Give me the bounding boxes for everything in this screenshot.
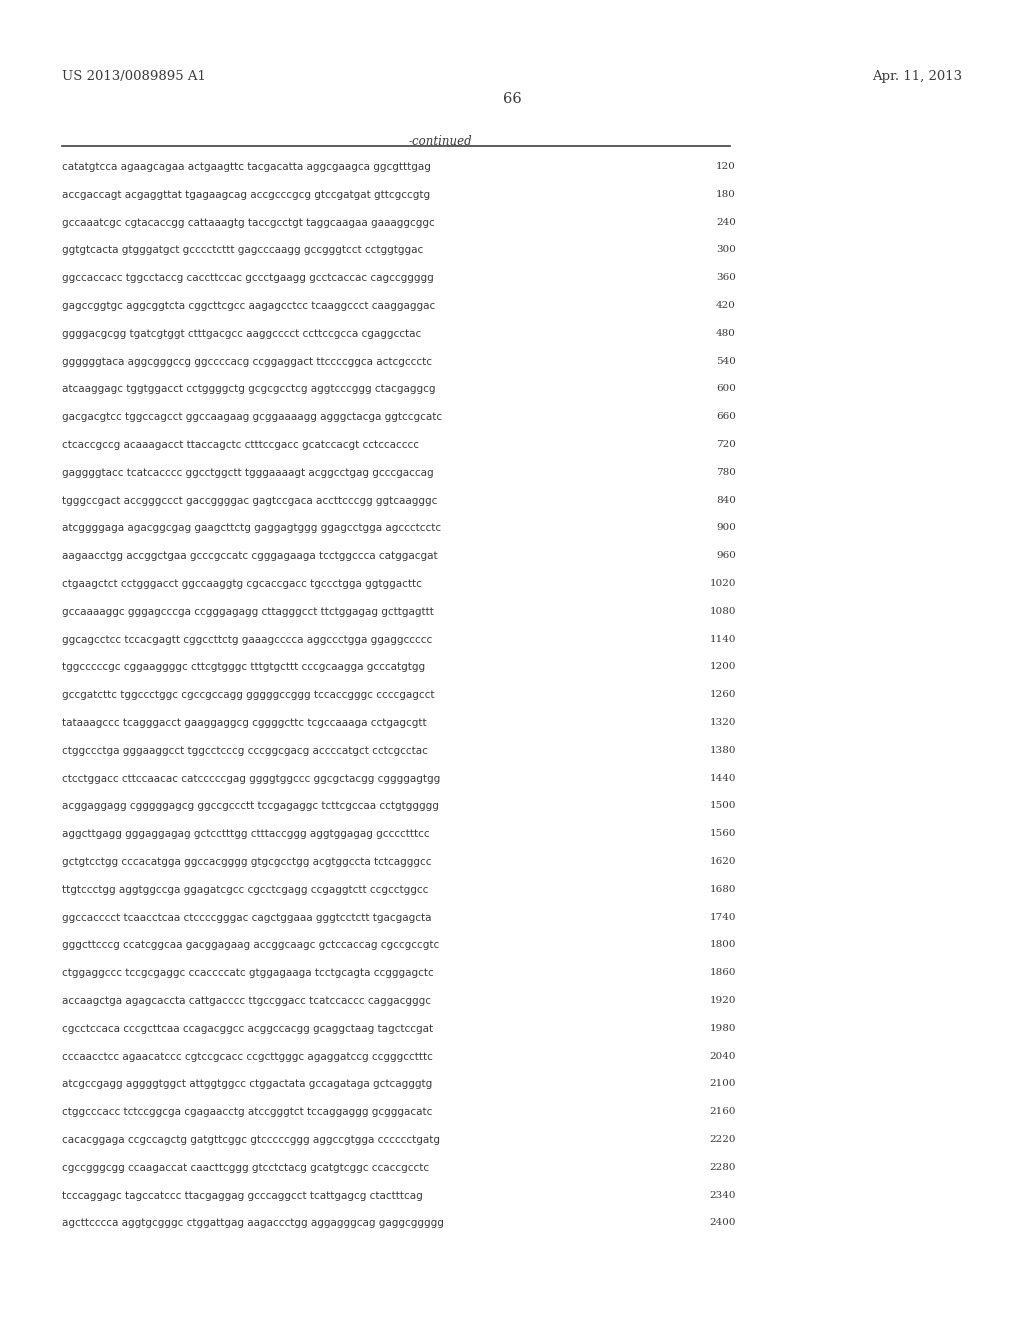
Text: 2400: 2400: [710, 1218, 736, 1228]
Text: 600: 600: [716, 384, 736, 393]
Text: 360: 360: [716, 273, 736, 282]
Text: 2340: 2340: [710, 1191, 736, 1200]
Text: 300: 300: [716, 246, 736, 255]
Text: 1860: 1860: [710, 968, 736, 977]
Text: ttgtccctgg aggtggccga ggagatcgcc cgcctcgagg ccgaggtctt ccgcctggcc: ttgtccctgg aggtggccga ggagatcgcc cgcctcg…: [62, 884, 428, 895]
Text: ctcaccgccg acaaagacct ttaccagctc ctttccgacc gcatccacgt cctccacccc: ctcaccgccg acaaagacct ttaccagctc ctttccg…: [62, 440, 419, 450]
Text: ggtgtcacta gtgggatgct gcccctcttt gagcccaagg gccgggtcct cctggtggac: ggtgtcacta gtgggatgct gcccctcttt gagccca…: [62, 246, 423, 255]
Text: tggcccccgc cggaaggggc cttcgtgggc tttgtgcttt cccgcaagga gcccatgtgg: tggcccccgc cggaaggggc cttcgtgggc tttgtgc…: [62, 663, 425, 672]
Text: 2040: 2040: [710, 1052, 736, 1060]
Text: gctgtcctgg cccacatgga ggccacgggg gtgcgcctgg acgtggccta tctcagggcc: gctgtcctgg cccacatgga ggccacgggg gtgcgcc…: [62, 857, 431, 867]
Text: ctggcccacc tctccggcga cgagaacctg atccgggtct tccaggaggg gcgggacatc: ctggcccacc tctccggcga cgagaacctg atccggg…: [62, 1107, 432, 1117]
Text: ctggaggccc tccgcgaggc ccaccccatc gtggagaaga tcctgcagta ccgggagctc: ctggaggccc tccgcgaggc ccaccccatc gtggaga…: [62, 968, 434, 978]
Text: 1920: 1920: [710, 997, 736, 1005]
Text: gccgatcttc tggccctggc cgccgccagg gggggccggg tccaccgggc ccccgagcct: gccgatcttc tggccctggc cgccgccagg gggggcc…: [62, 690, 434, 700]
Text: acggaggagg cgggggagcg ggccgccctt tccgagaggc tcttcgccaa cctgtggggg: acggaggagg cgggggagcg ggccgccctt tccgaga…: [62, 801, 439, 812]
Text: ctggccctga gggaaggcct tggcctcccg cccggcgacg accccatgct cctcgcctac: ctggccctga gggaaggcct tggcctcccg cccggcg…: [62, 746, 428, 756]
Text: 1560: 1560: [710, 829, 736, 838]
Text: gccaaaaggc gggagcccga ccgggagagg cttagggcct ttctggagag gcttgagttt: gccaaaaggc gggagcccga ccgggagagg cttaggg…: [62, 607, 434, 616]
Text: ggcagcctcc tccacgagtt cggccttctg gaaagcccca aggccctgga ggaggccccc: ggcagcctcc tccacgagtt cggccttctg gaaagcc…: [62, 635, 432, 644]
Text: aagaacctgg accggctgaa gcccgccatc cgggagaaga tcctggccca catggacgat: aagaacctgg accggctgaa gcccgccatc cgggaga…: [62, 552, 437, 561]
Text: cacacggaga ccgccagctg gatgttcggc gtcccccggg aggccgtgga cccccctgatg: cacacggaga ccgccagctg gatgttcggc gtccccc…: [62, 1135, 440, 1144]
Text: atcggggaga agacggcgag gaagcttctg gaggagtggg ggagcctgga agccctcctc: atcggggaga agacggcgag gaagcttctg gaggagt…: [62, 524, 441, 533]
Text: ctgaagctct cctgggacct ggccaaggtg cgcaccgacc tgccctgga ggtggacttc: ctgaagctct cctgggacct ggccaaggtg cgcaccg…: [62, 579, 422, 589]
Text: 2280: 2280: [710, 1163, 736, 1172]
Text: accaagctga agagcaccta cattgacccc ttgccggacc tcatccaccc caggacgggc: accaagctga agagcaccta cattgacccc ttgccgg…: [62, 997, 431, 1006]
Text: ggggggtaca aggcgggccg ggccccacg ccggaggact ttccccggca actcgccctc: ggggggtaca aggcgggccg ggccccacg ccggagga…: [62, 356, 432, 367]
Text: ggccacccct tcaacctcaa ctccccgggac cagctggaaa gggtcctctt tgacgagcta: ggccacccct tcaacctcaa ctccccgggac cagctg…: [62, 912, 431, 923]
Text: 1500: 1500: [710, 801, 736, 810]
Text: 1320: 1320: [710, 718, 736, 727]
Text: 780: 780: [716, 467, 736, 477]
Text: ggggacgcgg tgatcgtggt ctttgacgcc aaggcccct ccttccgcca cgaggcctac: ggggacgcgg tgatcgtggt ctttgacgcc aaggccc…: [62, 329, 421, 339]
Text: 720: 720: [716, 440, 736, 449]
Text: 120: 120: [716, 162, 736, 172]
Text: gccaaatcgc cgtacaccgg cattaaagtg taccgcctgt taggcaagaa gaaaggcggc: gccaaatcgc cgtacaccgg cattaaagtg taccgcc…: [62, 218, 435, 227]
Text: gaggggtacc tcatcacccc ggcctggctt tgggaaaagt acggcctgag gcccgaccag: gaggggtacc tcatcacccc ggcctggctt tgggaaa…: [62, 467, 433, 478]
Text: gggcttcccg ccatcggcaa gacggagaag accggcaagc gctccaccag cgccgccgtc: gggcttcccg ccatcggcaa gacggagaag accggca…: [62, 940, 439, 950]
Text: 960: 960: [716, 552, 736, 560]
Text: 1020: 1020: [710, 579, 736, 587]
Text: US 2013/0089895 A1: US 2013/0089895 A1: [62, 70, 206, 83]
Text: Apr. 11, 2013: Apr. 11, 2013: [871, 70, 962, 83]
Text: accgaccagt acgaggttat tgagaagcag accgcccgcg gtccgatgat gttcgccgtg: accgaccagt acgaggttat tgagaagcag accgccc…: [62, 190, 430, 199]
Text: 1140: 1140: [710, 635, 736, 644]
Text: 2160: 2160: [710, 1107, 736, 1117]
Text: tcccaggagc tagccatccc ttacgaggag gcccaggcct tcattgagcg ctactttcag: tcccaggagc tagccatccc ttacgaggag gcccagg…: [62, 1191, 423, 1201]
Text: gagccggtgc aggcggtcta cggcttcgcc aagagcctcc tcaaggccct caaggaggac: gagccggtgc aggcggtcta cggcttcgcc aagagcc…: [62, 301, 435, 312]
Text: atcgccgagg aggggtggct attggtggcc ctggactata gccagataga gctcagggtg: atcgccgagg aggggtggct attggtggcc ctggact…: [62, 1080, 432, 1089]
Text: ggccaccacc tggcctaccg caccttccac gccctgaagg gcctcaccac cagccggggg: ggccaccacc tggcctaccg caccttccac gccctga…: [62, 273, 434, 284]
Text: tgggccgact accgggccct gaccggggac gagtccgaca accttcccgg ggtcaagggc: tgggccgact accgggccct gaccggggac gagtccg…: [62, 495, 437, 506]
Text: gacgacgtcc tggccagcct ggccaagaag gcggaaaagg agggctacga ggtccgcatc: gacgacgtcc tggccagcct ggccaagaag gcggaaa…: [62, 412, 442, 422]
Text: aggcttgagg gggaggagag gctcctttgg ctttaccggg aggtggagag gcccctttcc: aggcttgagg gggaggagag gctcctttgg ctttacc…: [62, 829, 430, 840]
Text: 1740: 1740: [710, 912, 736, 921]
Text: tataaagccc tcagggacct gaaggaggcg cggggcttc tcgccaaaga cctgagcgtt: tataaagccc tcagggacct gaaggaggcg cggggct…: [62, 718, 427, 729]
Text: 900: 900: [716, 524, 736, 532]
Text: catatgtcca agaagcagaa actgaagttc tacgacatta aggcgaagca ggcgtttgag: catatgtcca agaagcagaa actgaagttc tacgaca…: [62, 162, 431, 172]
Text: 1200: 1200: [710, 663, 736, 672]
Text: 660: 660: [716, 412, 736, 421]
Text: cgcctccaca cccgcttcaa ccagacggcc acggccacgg gcaggctaag tagctccgat: cgcctccaca cccgcttcaa ccagacggcc acggcca…: [62, 1024, 433, 1034]
Text: 1380: 1380: [710, 746, 736, 755]
Text: 1620: 1620: [710, 857, 736, 866]
Text: atcaaggagc tggtggacct cctggggctg gcgcgcctcg aggtcccggg ctacgaggcg: atcaaggagc tggtggacct cctggggctg gcgcgcc…: [62, 384, 435, 395]
Text: 2100: 2100: [710, 1080, 736, 1089]
Text: 240: 240: [716, 218, 736, 227]
Text: cccaacctcc agaacatccc cgtccgcacc ccgcttgggc agaggatccg ccgggcctttc: cccaacctcc agaacatccc cgtccgcacc ccgcttg…: [62, 1052, 433, 1061]
Text: 2220: 2220: [710, 1135, 736, 1144]
Text: 180: 180: [716, 190, 736, 199]
Text: 66: 66: [503, 92, 521, 106]
Text: 1980: 1980: [710, 1024, 736, 1032]
Text: 1800: 1800: [710, 940, 736, 949]
Text: -continued: -continued: [409, 135, 472, 148]
Text: 1080: 1080: [710, 607, 736, 616]
Text: cgccgggcgg ccaagaccat caacttcggg gtcctctacg gcatgtcggc ccaccgcctc: cgccgggcgg ccaagaccat caacttcggg gtcctct…: [62, 1163, 429, 1172]
Text: 1680: 1680: [710, 884, 736, 894]
Text: agcttcccca aggtgcgggc ctggattgag aagaccctgg aggagggcag gaggcggggg: agcttcccca aggtgcgggc ctggattgag aagaccc…: [62, 1218, 443, 1229]
Text: 420: 420: [716, 301, 736, 310]
Text: 1440: 1440: [710, 774, 736, 783]
Text: 840: 840: [716, 495, 736, 504]
Text: ctcctggacc cttccaacac catcccccgag ggggtggccc ggcgctacgg cggggagtgg: ctcctggacc cttccaacac catcccccgag ggggtg…: [62, 774, 440, 784]
Text: 1260: 1260: [710, 690, 736, 700]
Text: 480: 480: [716, 329, 736, 338]
Text: 540: 540: [716, 356, 736, 366]
